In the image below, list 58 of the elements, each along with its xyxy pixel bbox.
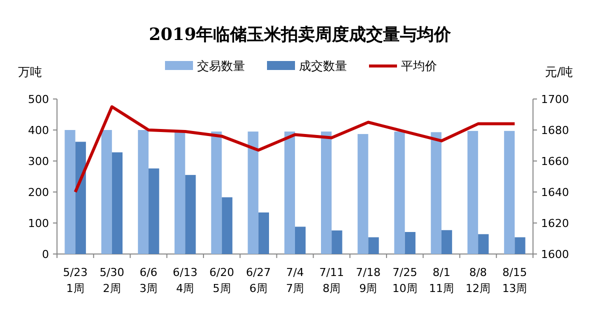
bar — [284, 132, 295, 254]
bar — [112, 152, 123, 254]
y2-tick-label: 1640 — [541, 186, 569, 199]
legend-label: 平均价 — [401, 59, 437, 73]
bar — [332, 230, 342, 254]
x-tick-label: 5/23 1周 — [62, 266, 88, 295]
bar — [514, 237, 526, 254]
bar — [404, 232, 416, 254]
bar — [211, 132, 222, 254]
bar — [358, 134, 368, 254]
x-tick-label: 5/30 2周 — [100, 266, 124, 295]
bar — [222, 197, 232, 254]
x-tick-label: 8/15 13周 — [502, 266, 528, 295]
y-tick-label: 400 — [28, 124, 49, 137]
bar — [248, 132, 258, 254]
bar — [148, 168, 160, 254]
y-tick-label: 100 — [28, 217, 49, 230]
bar — [467, 130, 478, 254]
y-tick-label: 500 — [28, 93, 49, 106]
y2-tick-label: 1700 — [541, 93, 569, 106]
bar — [174, 132, 186, 254]
x-tick-label: 6/27 6周 — [246, 266, 271, 295]
bar — [75, 142, 86, 254]
y-axis-title: 万吨 — [18, 65, 42, 79]
y2-tick-label: 1600 — [541, 248, 569, 261]
bar — [101, 130, 112, 254]
bar — [430, 132, 442, 254]
x-tick-label: 6/20 5周 — [209, 266, 234, 295]
bar — [138, 130, 149, 254]
x-tick-label: 8/1 11周 — [428, 266, 454, 295]
legend-label: 交易数量 — [197, 59, 245, 73]
legend-label: 成交数量 — [299, 59, 347, 73]
bar — [394, 132, 405, 254]
x-tick-label: 6/13 4周 — [172, 266, 198, 295]
x-tick-label: 8/8 12周 — [466, 266, 491, 295]
bar — [441, 230, 452, 254]
x-tick-label: 7/18 9周 — [356, 266, 381, 295]
y2-tick-label: 1680 — [541, 124, 569, 137]
x-tick-label: 7/4 7周 — [286, 266, 304, 295]
bar — [64, 130, 76, 254]
chart-title: 2019年临储玉米拍卖周度成交量与均价 — [148, 25, 452, 45]
x-tick-label: 6/6 3周 — [140, 266, 158, 295]
bar — [504, 130, 515, 254]
bar — [368, 237, 379, 254]
x-tick-label: 7/25 10周 — [392, 266, 418, 295]
bar — [185, 174, 196, 254]
y2-axis-title: 元/吨 — [544, 65, 573, 79]
bar — [478, 234, 489, 254]
bar — [295, 226, 306, 254]
bar — [320, 132, 332, 254]
x-tick-label: 7/11 8周 — [319, 266, 344, 295]
y-tick-label: 300 — [28, 155, 49, 168]
line-series — [74, 105, 516, 194]
y-tick-label: 200 — [28, 186, 49, 199]
y-tick-label: 0 — [42, 248, 49, 261]
y2-tick-label: 1620 — [541, 217, 569, 230]
bar — [258, 212, 270, 254]
y2-tick-label: 1660 — [541, 155, 569, 168]
